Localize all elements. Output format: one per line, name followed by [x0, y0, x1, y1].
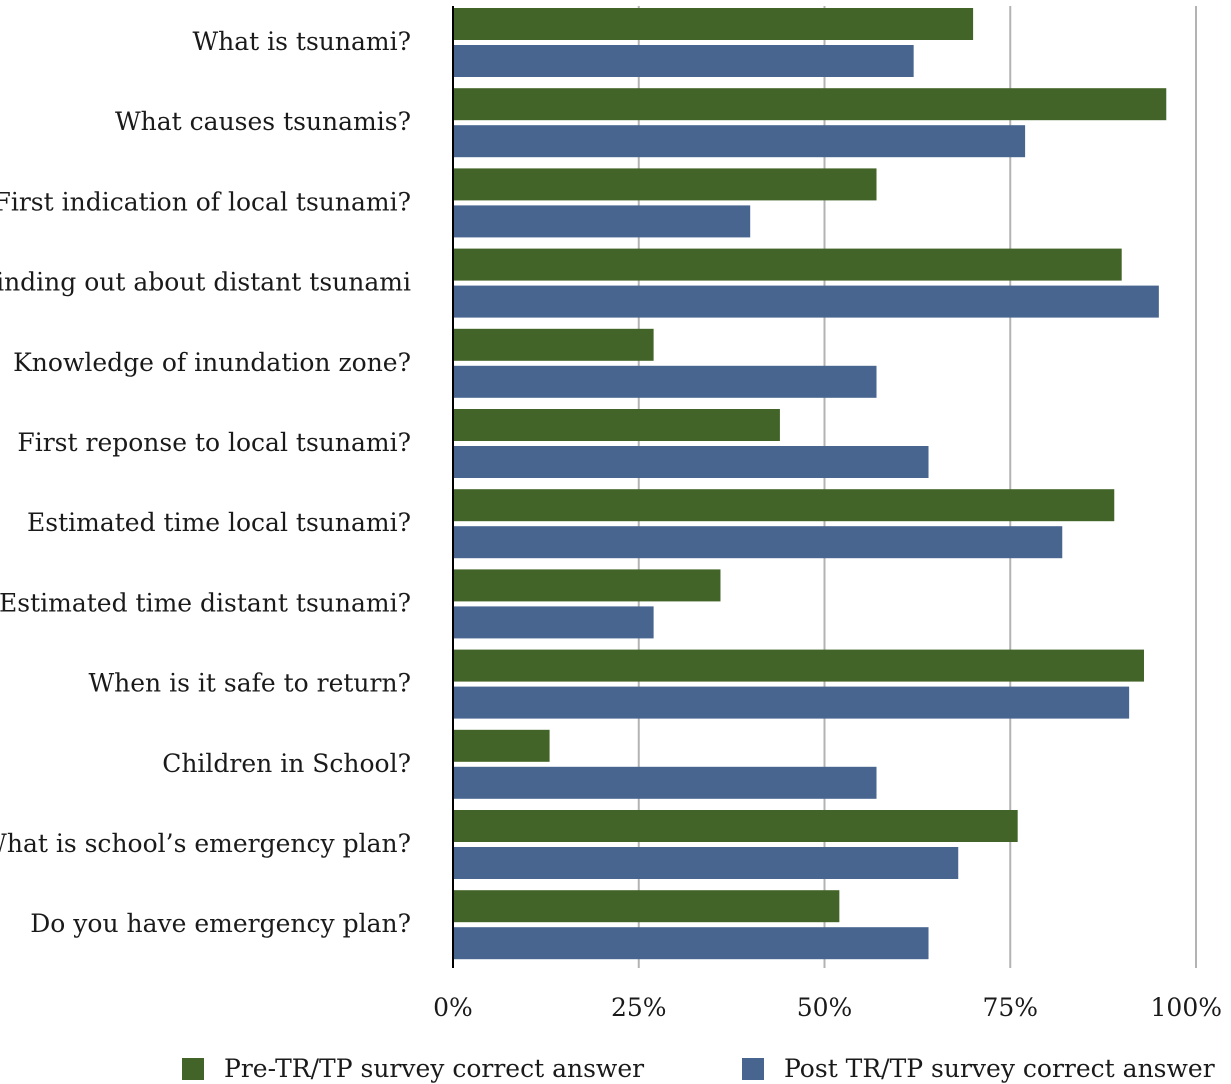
bar-pre [454, 248, 1122, 281]
bar-post [454, 526, 1063, 559]
bar-pre [454, 8, 974, 40]
bar-post [454, 766, 877, 799]
category-label: Children in School? [162, 749, 411, 778]
category-label: What is tsunami? [192, 27, 411, 56]
legend-swatch [182, 1058, 204, 1080]
bar-post [454, 446, 929, 478]
gridlines [637, 6, 1197, 968]
bar-post [454, 927, 929, 960]
bar-pre [454, 328, 654, 361]
bar-pre [454, 168, 877, 201]
x-tick-labels: 0% 25% 50% 75% 100% [433, 993, 1222, 1022]
category-labels: What is tsunami? What causes tsunamis? Fir… [0, 27, 411, 938]
x-tick-label: 100% [1151, 993, 1222, 1022]
bars [454, 8, 1167, 960]
category-label: First reponse to local tsunami? [17, 428, 411, 457]
category-label: First indication of local tsunami? [0, 187, 411, 216]
bar-post [454, 205, 751, 238]
category-label: Do you have emergency plan? [30, 909, 411, 938]
x-tick-label: 25% [611, 993, 667, 1022]
bar-post [454, 686, 1130, 719]
bar-pre [454, 649, 1144, 682]
bar-post [454, 847, 959, 879]
legend-swatch [742, 1058, 764, 1080]
bar-post [454, 365, 877, 398]
category-label: What causes tsunamis? [115, 107, 411, 136]
category-label: Estimated time local tsunami? [27, 508, 411, 537]
bar-pre [454, 409, 780, 441]
category-label: Finding out about distant tsunami [0, 268, 411, 297]
bar-pre [454, 569, 721, 602]
category-label: What is school’s emergency plan? [0, 829, 411, 858]
bar-post [454, 285, 1159, 318]
bar-pre [454, 88, 1167, 121]
bar-post [454, 45, 914, 77]
bar-pre [454, 890, 840, 923]
x-tick-label: 0% [433, 993, 473, 1022]
bar-post [454, 125, 1026, 158]
legend: Pre-TR/TP survey correct answer Post TR/T… [182, 1054, 1215, 1083]
legend-label: Post TR/TP survey correct answer [784, 1054, 1215, 1083]
category-label: Knowledge of inundation zone? [13, 348, 411, 377]
bar-pre [454, 489, 1115, 522]
legend-label: Pre-TR/TP survey correct answer [224, 1054, 644, 1083]
x-tick-label: 50% [797, 993, 853, 1022]
bar-pre [454, 729, 550, 762]
category-label: Estimated time distant tsunami? [0, 588, 411, 617]
x-tick-label: 75% [982, 993, 1038, 1022]
bar-pre [454, 810, 1018, 842]
bar-post [454, 606, 654, 639]
category-label: When is it safe to return? [88, 669, 411, 698]
